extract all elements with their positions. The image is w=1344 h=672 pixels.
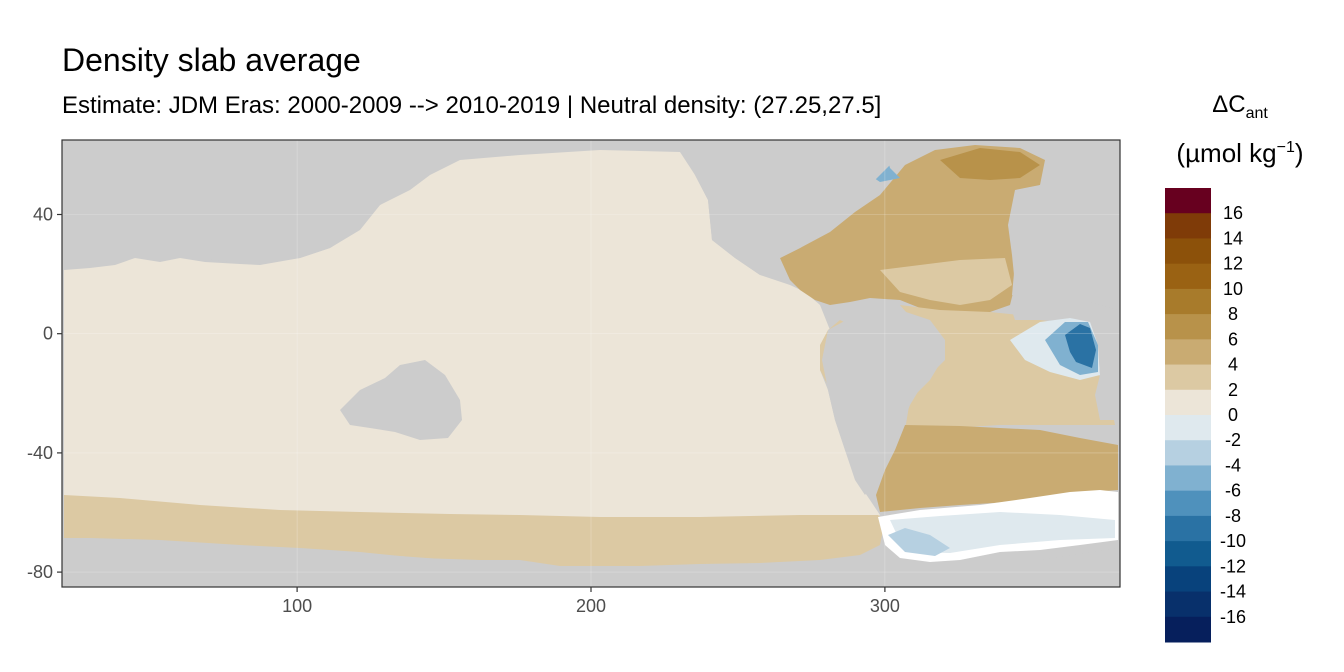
north-america-land — [680, 140, 900, 275]
y-tick-label: -40 — [27, 443, 53, 463]
legend-swatch — [1165, 188, 1211, 214]
weddell-sea-light — [890, 512, 1115, 553]
pacific-indian-ocean — [64, 150, 880, 520]
legend-swatch — [1165, 515, 1211, 542]
legend-label: -6 — [1225, 481, 1241, 501]
legend-label: 10 — [1223, 279, 1243, 299]
x-tick-label: 200 — [576, 596, 606, 616]
legend-swatch — [1165, 213, 1211, 239]
legend-swatch — [1165, 314, 1211, 340]
south-america-land — [822, 310, 945, 495]
y-tick-label: 0 — [43, 324, 53, 344]
legend-unit: (µmol kg−1) — [1176, 138, 1303, 168]
y-tick-label: -80 — [27, 562, 53, 582]
legend-label: 8 — [1228, 304, 1238, 324]
africa-land — [1010, 300, 1118, 420]
gulf-of-guinea-deep — [1065, 324, 1096, 368]
legend-label: -10 — [1220, 531, 1246, 551]
legend-swatch — [1165, 541, 1211, 567]
legend-label: 16 — [1223, 203, 1243, 223]
legend-label: -4 — [1225, 455, 1241, 475]
map-panel — [62, 140, 1120, 587]
europe-land — [1012, 140, 1118, 300]
north-atlantic-light-band — [880, 258, 1012, 305]
legend-swatch — [1165, 616, 1211, 643]
legend-title: ΔCant — [1212, 91, 1268, 122]
legend-label: 0 — [1228, 405, 1238, 425]
legend-swatch — [1165, 591, 1211, 618]
legend-label: 2 — [1228, 380, 1238, 400]
australia-land — [340, 360, 462, 440]
legend-swatch — [1165, 490, 1211, 517]
antarctica-land — [62, 540, 1118, 587]
y-tick-label: 40 — [33, 205, 53, 225]
legend-swatch — [1165, 389, 1211, 416]
legend-swatch — [1165, 263, 1211, 290]
legend-label: -14 — [1220, 582, 1246, 602]
x-tick-label: 300 — [870, 596, 900, 616]
legend: 16 14 12 10 8 6 4 2 0 -2 -4 -6 -8 -10 -12 -14 -16 ΔCant (µ… — [1165, 91, 1304, 643]
legend-label: 14 — [1223, 228, 1243, 248]
legend-swatch — [1165, 238, 1211, 265]
legend-swatch — [1165, 566, 1211, 593]
legend-swatch — [1165, 288, 1211, 315]
legend-swatch — [1165, 415, 1211, 441]
weddell-sea-blue — [888, 528, 950, 556]
legend-label: 4 — [1228, 355, 1238, 375]
chart-title: Density slab average — [62, 42, 361, 78]
legend-label: -16 — [1220, 607, 1246, 627]
legend-swatch — [1165, 440, 1211, 466]
eurasia-land — [62, 140, 470, 262]
legend-swatch — [1165, 364, 1211, 391]
legend-swatch — [1165, 465, 1211, 492]
legend-label: -2 — [1225, 430, 1241, 450]
legend-label: -12 — [1220, 556, 1246, 576]
grid-lines — [62, 140, 1120, 587]
legend-label: 12 — [1223, 254, 1243, 274]
legend-label: -8 — [1225, 506, 1241, 526]
chart-subtitle: Estimate: JDM Eras: 2000-2009 --> 2010-2… — [62, 92, 882, 119]
north-atlantic-core — [940, 148, 1040, 180]
legend-label: 6 — [1228, 329, 1238, 349]
x-tick-label: 100 — [282, 596, 312, 616]
legend-swatch — [1165, 339, 1211, 366]
southern-ocean-band — [64, 495, 885, 566]
south-atlantic-deep-band — [876, 425, 1118, 512]
